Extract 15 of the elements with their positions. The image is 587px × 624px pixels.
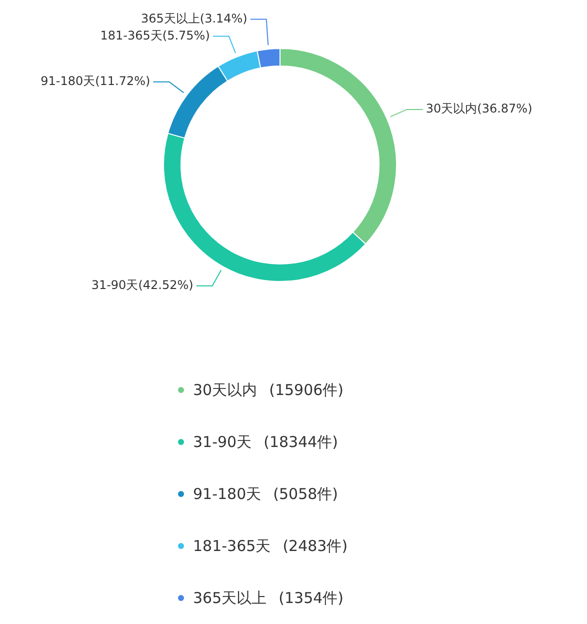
data-label: (2483件) xyxy=(282,536,348,556)
text: 181-365天(5.75%) xyxy=(100,28,210,42)
legend-label: 30天以内 xyxy=(193,380,258,400)
data-label: (15906件) xyxy=(269,380,344,400)
text: 31-90天(42.52%) xyxy=(91,278,194,292)
legend-label: 91-180天 xyxy=(193,484,262,504)
data-label: (5058件) xyxy=(273,484,338,504)
data-label: (18344件) xyxy=(264,432,338,452)
text: 30天以内(36.87%) xyxy=(426,102,532,116)
legend-label: 365天以上 xyxy=(193,588,267,608)
legend-label: 31-90天 xyxy=(193,432,252,452)
text: 365天以上(3.14%) xyxy=(140,11,248,26)
data-label: (1354件) xyxy=(278,588,344,608)
legend-label: 181-365天 xyxy=(193,536,271,556)
text: 91-180天(11.72%) xyxy=(40,74,150,88)
